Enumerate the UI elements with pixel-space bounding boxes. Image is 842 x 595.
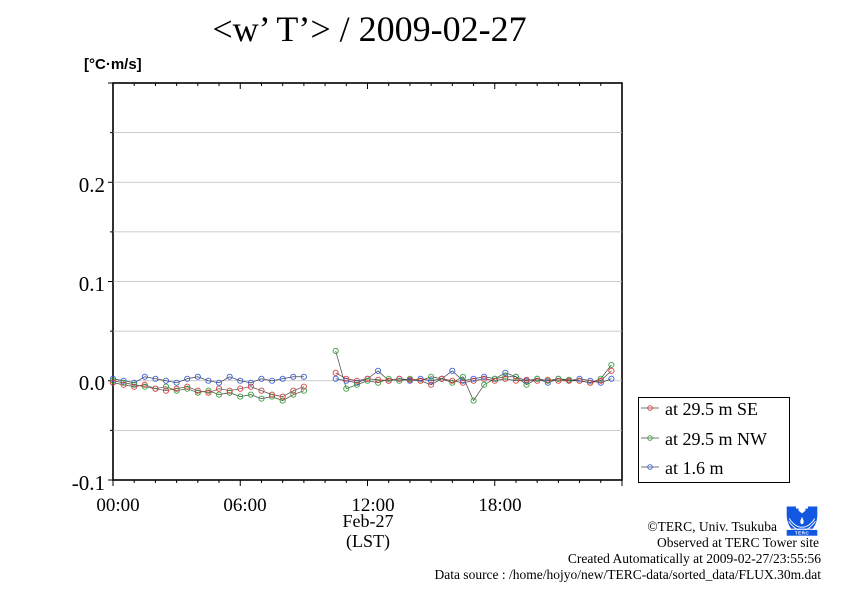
svg-text:TERC: TERC bbox=[795, 531, 809, 536]
